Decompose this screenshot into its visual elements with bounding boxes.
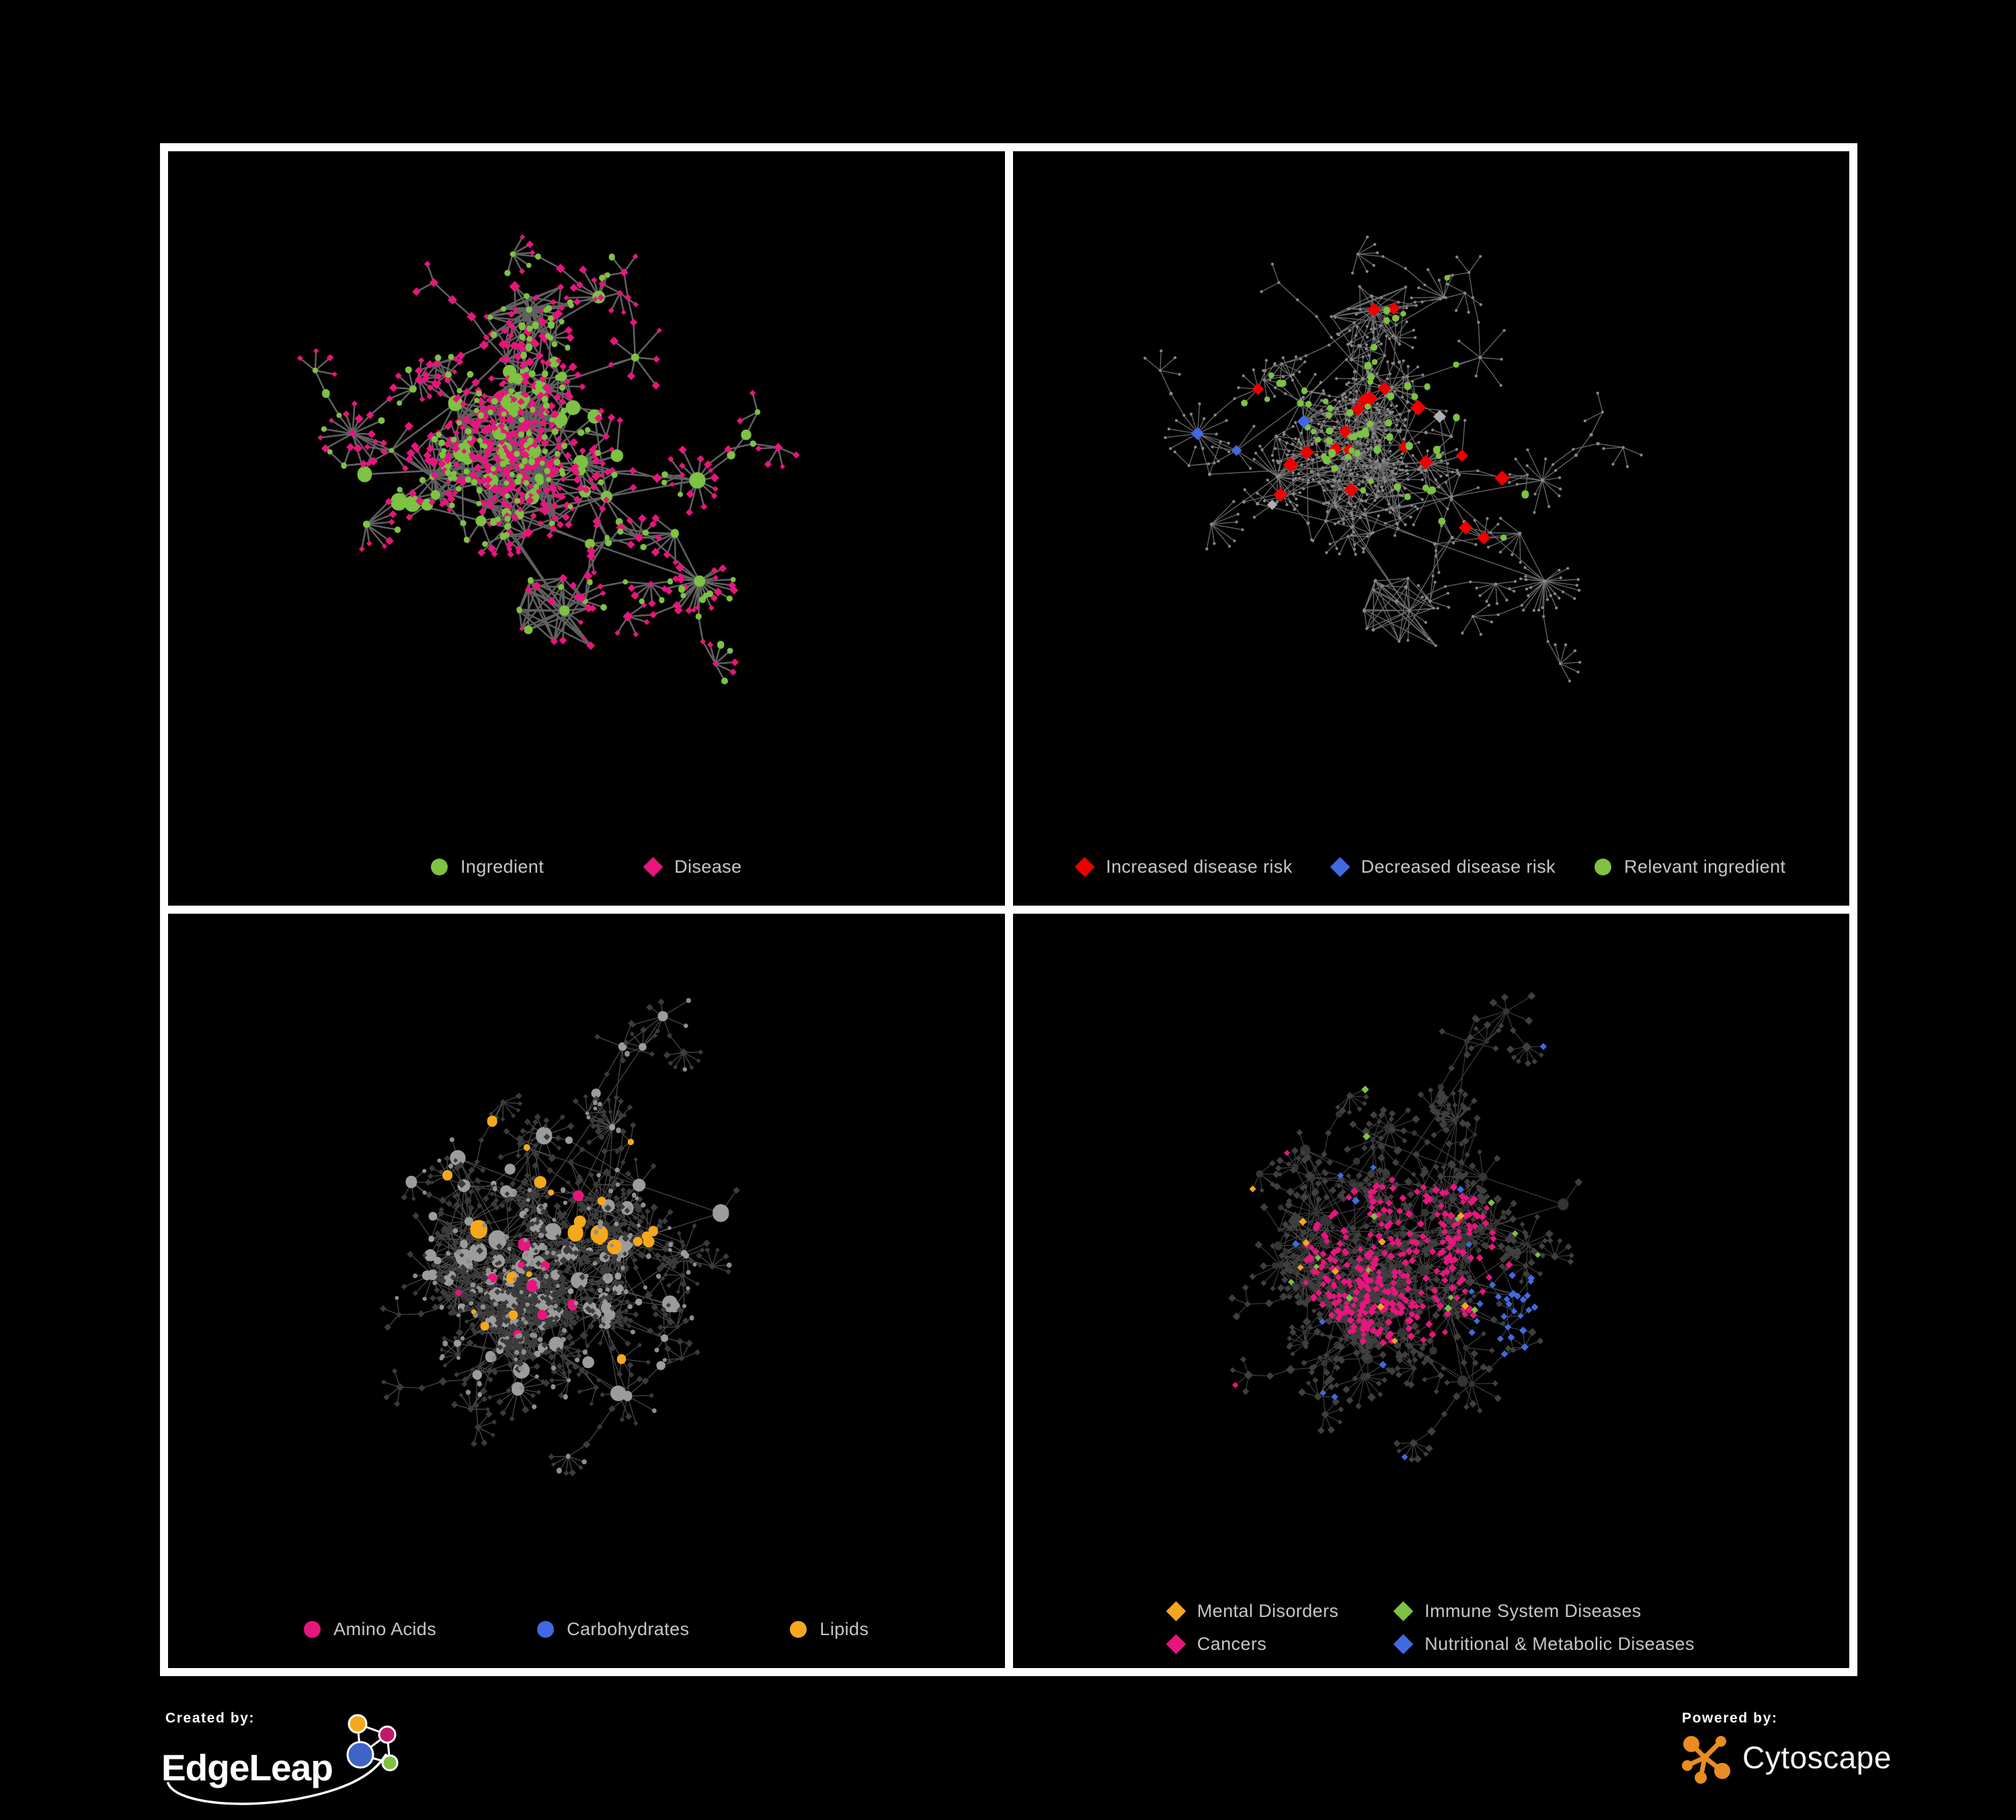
legend-label: Immune System Diseases — [1424, 1601, 1642, 1621]
cytoscape-wordmark: Cytoscape — [1742, 1740, 1892, 1775]
edgeleap-network-glyph — [346, 1714, 399, 1772]
legend-marker-diamond — [643, 857, 663, 877]
legend-marker-diamond — [1393, 1601, 1414, 1622]
legend-label: Nutritional & Metabolic Diseases — [1424, 1634, 1695, 1654]
legend-label: Ingredient — [460, 857, 545, 877]
legend-item-mental-disorders: Mental Disorders — [1166, 1601, 1339, 1622]
legend-marker-circle — [790, 1621, 807, 1638]
legend-item-ingredient: Ingredient — [431, 857, 544, 877]
legend-marker-circle — [431, 859, 448, 875]
legend-item-amino-acids: Amino Acids — [304, 1619, 436, 1640]
created-by-label: Created by: — [165, 1710, 255, 1726]
legend-marker-diamond — [1330, 857, 1350, 877]
legend-label: Relevant ingredient — [1624, 857, 1786, 877]
edgeleap-logo: Created by: EdgeLeap — [161, 1710, 399, 1805]
panel-disease-categories: Mental Disorders Immune System Diseases Ca… — [1012, 914, 1849, 1668]
edgeleap-branding: Created by: EdgeLeap — [159, 1704, 454, 1818]
panel-nutrient-classes: Amino Acids Carbohydrates Lipids — [168, 914, 1005, 1668]
legend-label: Cancers — [1197, 1634, 1267, 1654]
legend-disease-categories: Mental Disorders Immune System Diseases Ca… — [1166, 1601, 1695, 1655]
legend-item-nutritional-metabolic-diseases: Nutritional & Metabolic Diseases — [1393, 1634, 1695, 1655]
legend-marker-circle — [1595, 859, 1612, 875]
cytoscape-logo: Powered by: Cytoscape — [1682, 1710, 1892, 1784]
legend-marker-diamond — [1393, 1634, 1414, 1655]
cytoscape-branding: Powered by: Cytoscape — [1675, 1704, 1984, 1815]
edgeleap-node-green — [381, 1754, 399, 1772]
legend-label: Amino Acids — [333, 1619, 437, 1639]
legend-label: Disease — [674, 857, 742, 877]
panel-ingredient-disease: Ingredient Disease — [168, 151, 1005, 906]
legend-label: Lipids — [819, 1619, 869, 1639]
edgeleap-node-orange — [348, 1714, 368, 1734]
edgeleap-wordmark: EdgeLeap — [161, 1747, 333, 1788]
legend-marker-circle — [537, 1621, 555, 1638]
legend-marker-diamond — [1166, 1601, 1186, 1622]
network-graph-nutrient-classes — [379, 998, 740, 1476]
legend-marker-diamond — [1074, 857, 1095, 877]
panel-grid: Ingredient Disease Increased disease risk… — [160, 143, 1857, 1676]
network-graph-ingredient-disease — [296, 234, 800, 684]
legend-disease-risk: Increased disease risk Decreased disease … — [1013, 857, 1850, 877]
network-graph-disease-categories — [1227, 992, 1582, 1463]
legend-item-increased-disease-risk: Increased disease risk — [1074, 857, 1293, 877]
legend-item-cancers: Cancers — [1166, 1634, 1338, 1655]
legend-ingredient-disease: Ingredient Disease — [168, 857, 1005, 877]
legend-marker-diamond — [1166, 1634, 1186, 1655]
legend-item-lipids: Lipids — [790, 1619, 869, 1640]
powered-by-label: Powered by: — [1682, 1710, 1777, 1726]
legend-item-disease: Disease — [643, 857, 742, 877]
legend-label: Mental Disorders — [1197, 1601, 1339, 1621]
legend-item-decreased-disease-risk: Decreased disease risk — [1330, 857, 1556, 877]
panel-disease-risk: Increased disease risk Decreased disease … — [1012, 151, 1850, 906]
network-graph-disease-risk — [1143, 235, 1643, 683]
legend-item-relevant-ingredient: Relevant ingredient — [1595, 857, 1785, 877]
legend-label: Carbohydrates — [567, 1619, 690, 1639]
edgeleap-node-magenta — [378, 1725, 397, 1744]
legend-item-carbohydrates: Carbohydrates — [537, 1619, 689, 1640]
legend-label: Decreased disease risk — [1361, 857, 1556, 877]
legend-marker-circle — [304, 1621, 321, 1638]
cytoscape-network-glyph — [1682, 1736, 1730, 1784]
edgeleap-node-blue — [346, 1741, 374, 1769]
legend-label: Increased disease risk — [1106, 857, 1293, 877]
legend-item-immune-system-diseases: Immune System Diseases — [1393, 1601, 1694, 1622]
edgeleap-swoosh — [167, 1753, 387, 1805]
legend-nutrient-classes: Amino Acids Carbohydrates Lipids — [168, 1619, 1005, 1640]
